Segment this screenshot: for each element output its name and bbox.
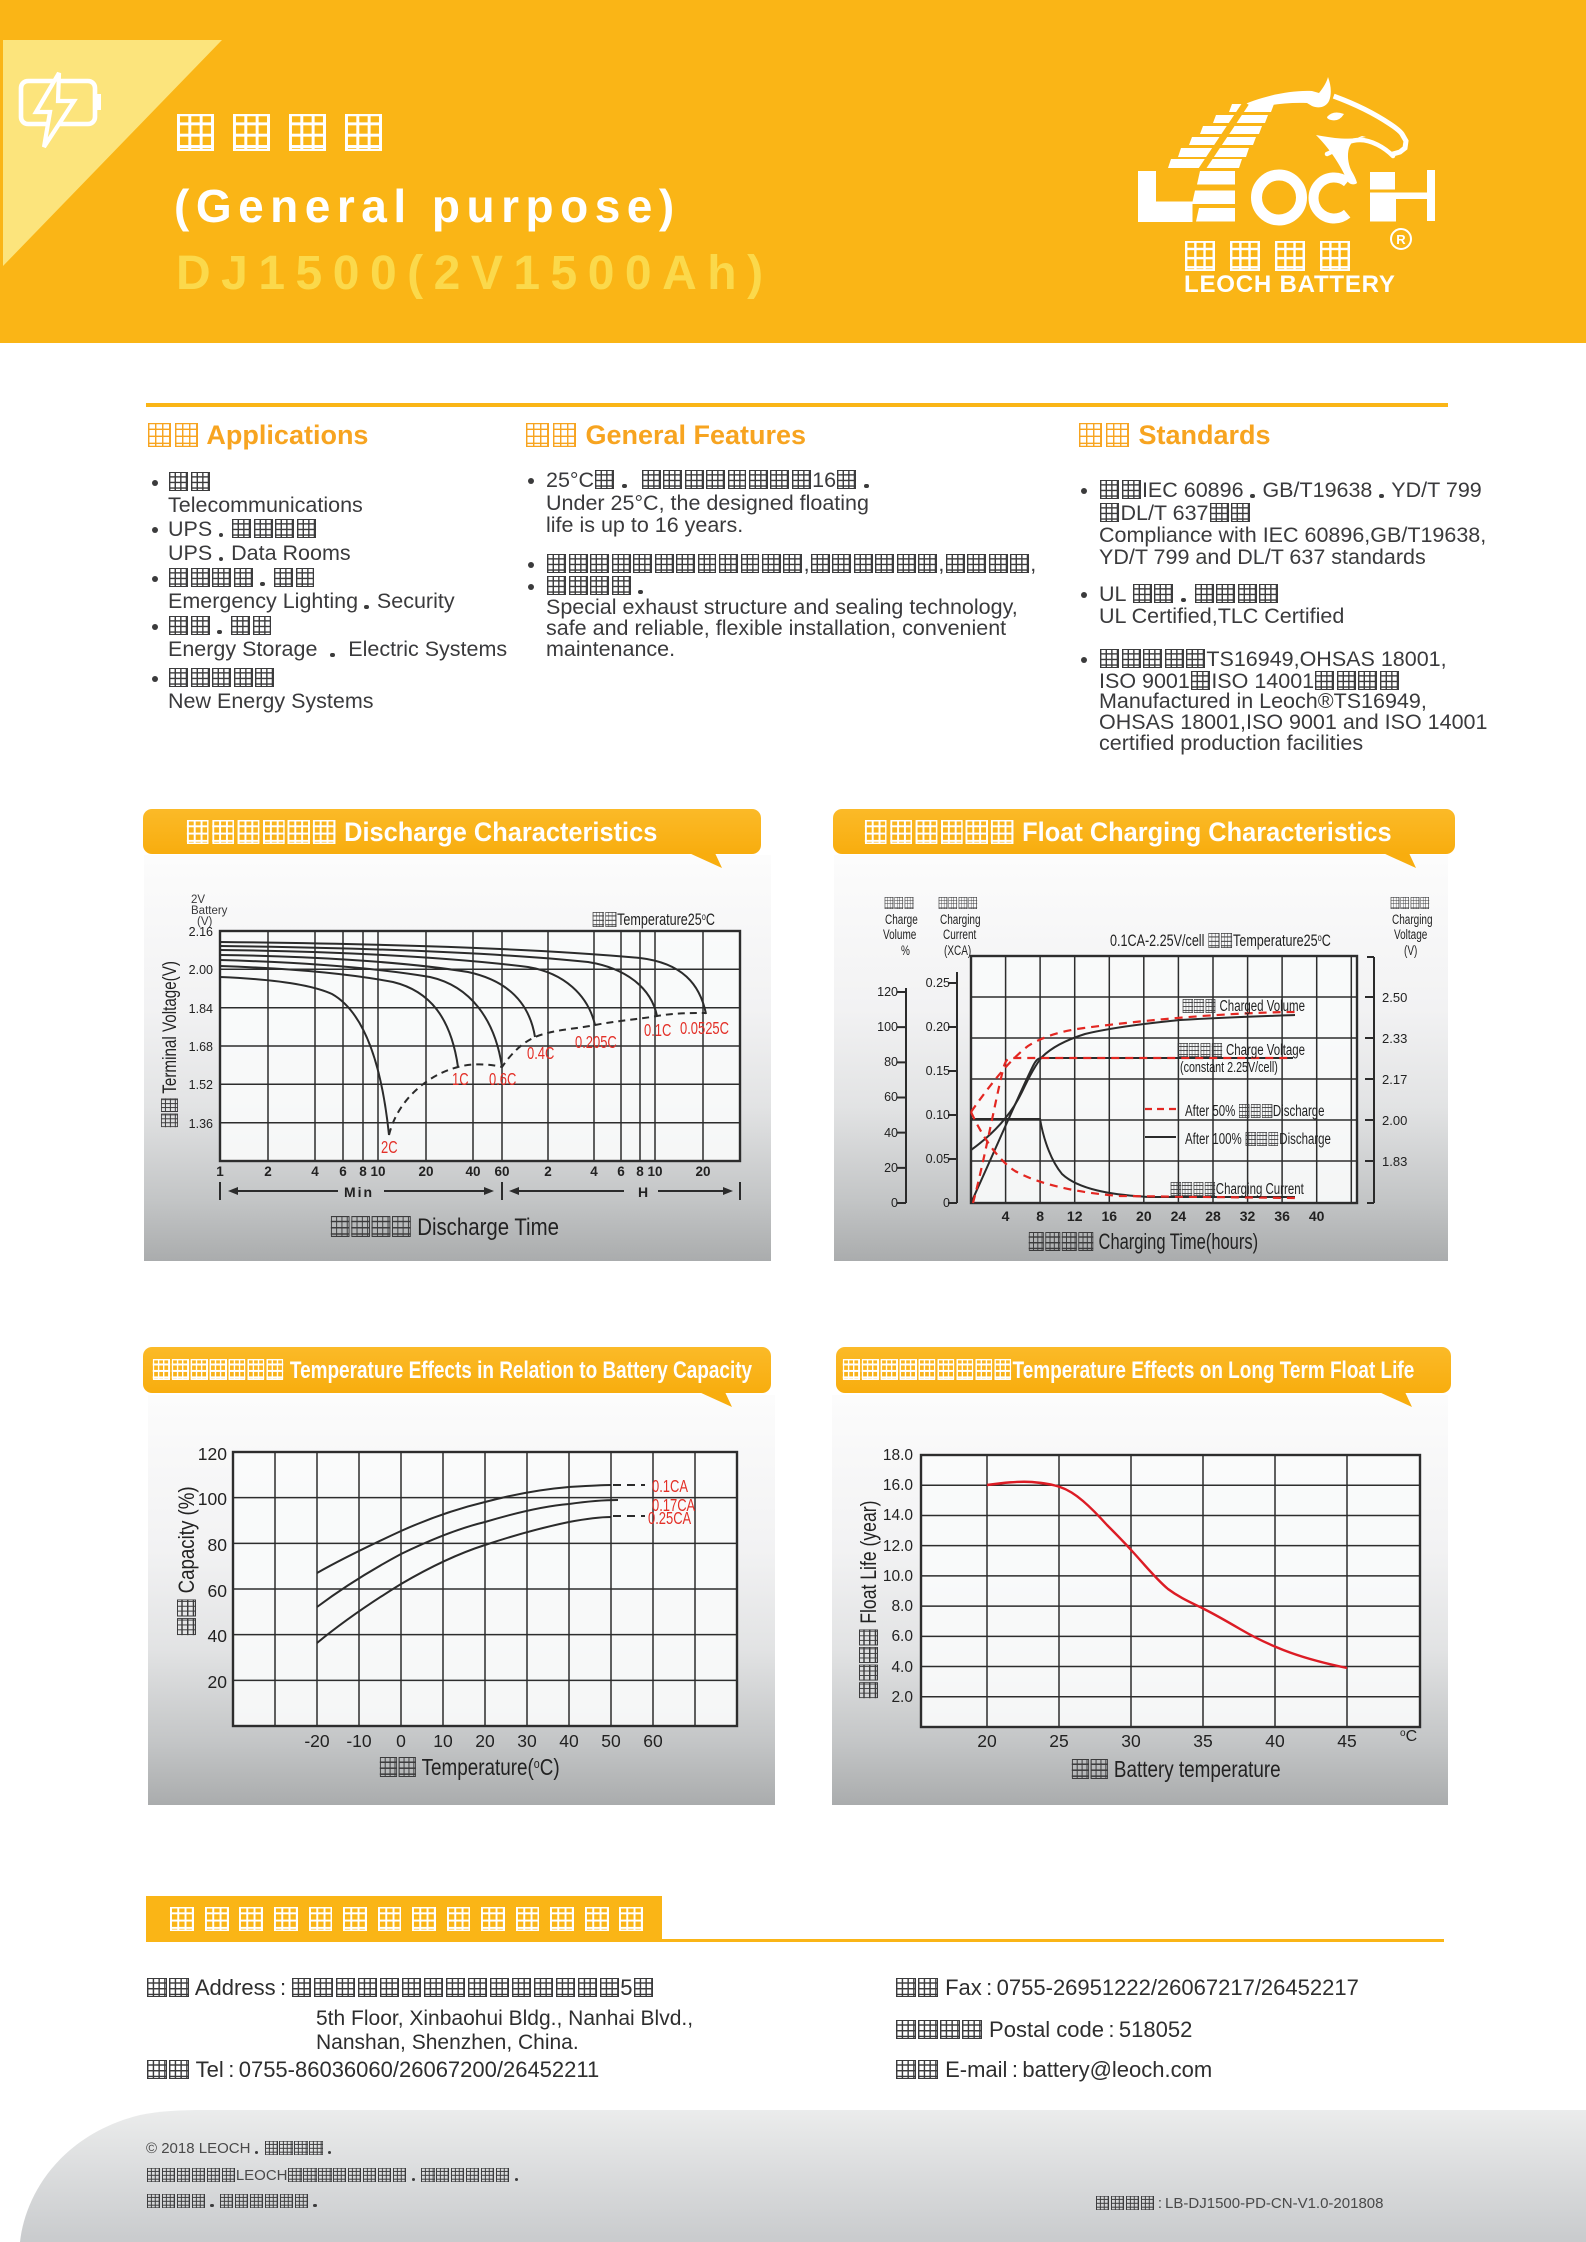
svg-text:R: R [1396, 232, 1406, 247]
